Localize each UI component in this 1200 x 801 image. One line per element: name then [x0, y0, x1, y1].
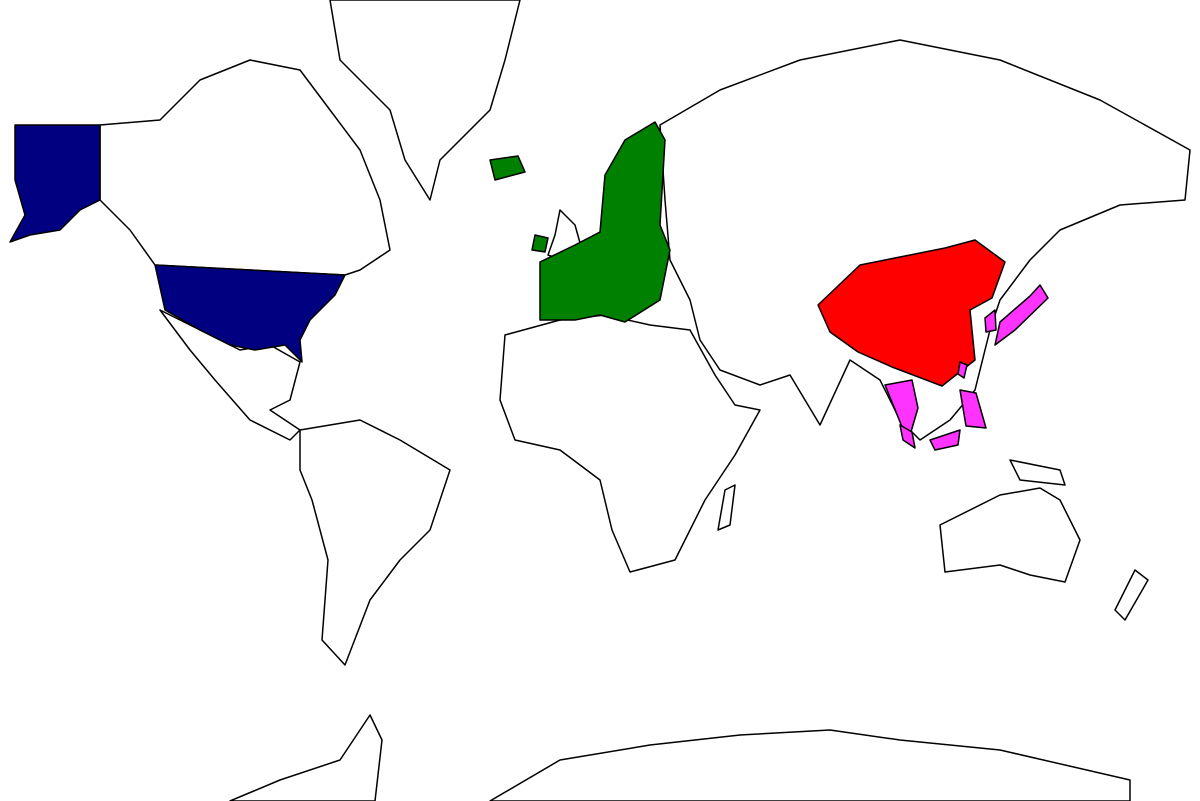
- region-china: [817, 239, 1006, 387]
- region-alaska: [9, 124, 101, 243]
- region-taiwan: [957, 361, 968, 379]
- antarctica-east: [489, 729, 1131, 801]
- region-ireland: [531, 234, 549, 253]
- greenland: [329, 0, 521, 201]
- australia: [939, 487, 1081, 583]
- africa: [499, 314, 761, 573]
- central-america: [159, 309, 301, 441]
- madagascar: [717, 484, 736, 531]
- region-malaysia: [899, 424, 916, 449]
- new-zealand: [1114, 569, 1149, 621]
- highlighted-regions: [9, 121, 1049, 451]
- region-philippines: [959, 389, 987, 429]
- canada: [99, 59, 391, 276]
- south-america: [299, 419, 451, 666]
- antarctica-west: [229, 714, 383, 801]
- region-europe: [539, 121, 671, 323]
- base-land: [99, 0, 1191, 801]
- region-japan: [994, 284, 1049, 346]
- region-indonesia-borneo: [929, 429, 961, 451]
- region-korea: [984, 309, 997, 333]
- region-iceland: [489, 155, 526, 181]
- region-contiguous-us: [154, 264, 346, 363]
- new-guinea: [1009, 459, 1066, 486]
- region-thailand: [884, 379, 919, 443]
